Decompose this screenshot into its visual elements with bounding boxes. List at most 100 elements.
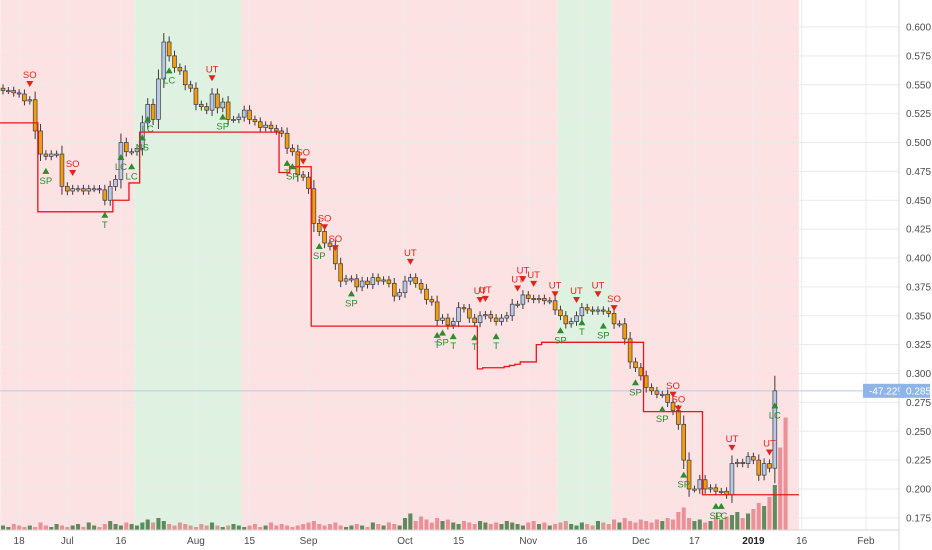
up-arrow-icon xyxy=(712,502,720,509)
candle xyxy=(558,309,563,317)
candle xyxy=(97,188,102,191)
candle xyxy=(386,279,392,284)
volume-bar xyxy=(547,525,552,530)
y-tick-label: 0.225 xyxy=(906,456,931,467)
candle xyxy=(38,130,43,155)
volume-bar xyxy=(6,527,11,530)
signal-label: UT xyxy=(763,439,776,450)
volume-bar xyxy=(274,525,279,530)
x-tick-label: Oct xyxy=(397,536,413,547)
x-tick-label: Dec xyxy=(632,536,650,547)
volume-bar xyxy=(338,525,343,530)
volume-bar xyxy=(520,525,525,530)
volume-bar xyxy=(681,507,686,530)
background-region xyxy=(557,0,612,530)
volume-bar xyxy=(494,522,499,530)
candle xyxy=(477,315,483,324)
x-tick-label: 2019 xyxy=(742,536,765,547)
candle xyxy=(150,104,156,120)
signal-label: UT xyxy=(517,265,530,276)
volume-bar xyxy=(606,524,611,530)
candle xyxy=(611,313,617,325)
up-arrow-icon xyxy=(433,331,441,338)
signal-label: T xyxy=(493,341,499,352)
volume-bar xyxy=(590,525,595,530)
volume-bar xyxy=(285,525,290,530)
signal-label: T xyxy=(284,168,290,179)
volume-bar xyxy=(370,522,375,530)
candle xyxy=(622,323,628,340)
candle xyxy=(767,463,772,469)
x-tick-label: 16 xyxy=(115,536,127,547)
signal-label: SO xyxy=(66,159,80,170)
candle xyxy=(772,390,778,469)
candle xyxy=(392,283,397,297)
candle xyxy=(231,119,236,121)
volume-bar xyxy=(290,527,295,530)
volume-bar xyxy=(172,525,177,530)
volume-bar xyxy=(49,527,54,530)
candle xyxy=(713,487,719,492)
volume-bar xyxy=(424,519,429,530)
candle xyxy=(107,186,113,201)
candle xyxy=(22,93,27,102)
y-tick-label: 0.550 xyxy=(906,80,931,91)
candle xyxy=(359,280,365,288)
down-arrow-icon xyxy=(476,297,484,304)
volume-bar xyxy=(601,522,606,530)
volume-bar xyxy=(151,522,156,530)
candle xyxy=(225,101,231,120)
volume-bar xyxy=(134,525,140,530)
candle xyxy=(697,479,703,490)
signal-label: LC xyxy=(115,162,127,173)
volume-bar xyxy=(177,522,182,530)
signal-label: SP xyxy=(286,171,299,182)
volume-bar xyxy=(220,527,225,530)
down-arrow-icon xyxy=(669,391,677,398)
candle xyxy=(0,87,6,91)
y-tick-label: 0.475 xyxy=(906,167,931,178)
candle xyxy=(306,176,311,190)
volume-bar xyxy=(118,525,123,530)
volume-bar xyxy=(767,497,772,530)
volume-bar xyxy=(585,524,590,530)
volume-bar xyxy=(140,522,145,530)
signal-label: SP xyxy=(40,176,53,187)
volume-bar xyxy=(628,521,633,530)
up-arrow-icon xyxy=(101,211,109,218)
y-tick-label: 0.600 xyxy=(906,23,931,34)
volume-bar xyxy=(381,525,386,530)
volume-bar xyxy=(729,515,734,530)
volume-bar xyxy=(59,525,64,530)
candle xyxy=(300,174,306,178)
volume-bar xyxy=(344,527,349,530)
candle xyxy=(322,231,327,244)
candle xyxy=(65,186,70,192)
candle xyxy=(284,132,290,149)
volume-bar xyxy=(445,519,450,530)
candle xyxy=(590,309,595,312)
volume-bar xyxy=(542,522,547,530)
candle xyxy=(579,307,585,317)
background-region xyxy=(241,0,558,530)
candle xyxy=(16,92,22,95)
volume-bar xyxy=(633,522,638,530)
volume-bar xyxy=(354,524,359,530)
volume-bar xyxy=(86,522,91,530)
volume-bar xyxy=(43,525,48,530)
candle xyxy=(118,142,124,180)
candle xyxy=(595,309,601,312)
volume-bar xyxy=(746,513,751,530)
background-region xyxy=(611,0,799,530)
candle xyxy=(375,277,381,282)
signal-label: SP xyxy=(313,251,326,262)
volume-bar xyxy=(258,527,263,530)
candle xyxy=(204,106,209,111)
volume-bar xyxy=(17,525,22,530)
volume-bar xyxy=(210,522,215,530)
candle xyxy=(295,151,301,176)
y-tick-label: 0.175 xyxy=(906,513,931,524)
down-arrow-icon xyxy=(299,158,307,165)
